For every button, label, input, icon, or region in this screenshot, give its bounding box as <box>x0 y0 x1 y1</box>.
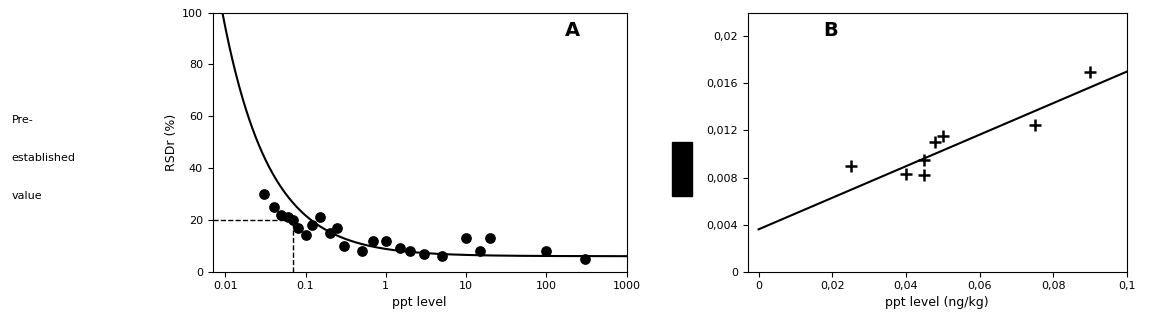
Point <box>376 238 394 243</box>
Point <box>302 222 321 228</box>
Point <box>842 163 860 168</box>
Text: established: established <box>12 153 76 163</box>
Text: value: value <box>12 191 43 201</box>
Point <box>278 215 297 220</box>
X-axis label: ppt level (ng/kg): ppt level (ng/kg) <box>886 296 989 309</box>
Point <box>310 215 329 220</box>
Y-axis label: RSDr (%): RSDr (%) <box>164 113 178 171</box>
Point <box>575 256 593 261</box>
Point <box>1026 122 1044 127</box>
Point <box>391 246 409 251</box>
Point <box>915 157 934 162</box>
Point <box>432 254 451 259</box>
Point <box>284 217 302 222</box>
Point <box>328 225 346 230</box>
Point <box>352 248 370 253</box>
Point <box>335 243 353 248</box>
Point <box>537 248 555 253</box>
Point <box>934 134 952 139</box>
Point <box>365 238 383 243</box>
Point <box>401 248 420 253</box>
Point <box>297 233 315 238</box>
Text: Pre-: Pre- <box>12 115 33 125</box>
Point <box>926 140 944 145</box>
Point <box>915 173 934 178</box>
Point <box>415 251 434 256</box>
Point <box>254 191 273 197</box>
Point <box>1081 69 1099 74</box>
Point <box>289 225 307 230</box>
X-axis label: ppt level: ppt level <box>392 296 447 309</box>
Point <box>897 172 915 177</box>
Point <box>273 212 291 217</box>
Point <box>457 235 475 240</box>
Point <box>481 235 499 240</box>
Text: A: A <box>566 21 581 40</box>
Point <box>321 230 339 235</box>
Point <box>264 204 283 210</box>
Text: B: B <box>823 21 838 40</box>
Point <box>472 248 490 253</box>
